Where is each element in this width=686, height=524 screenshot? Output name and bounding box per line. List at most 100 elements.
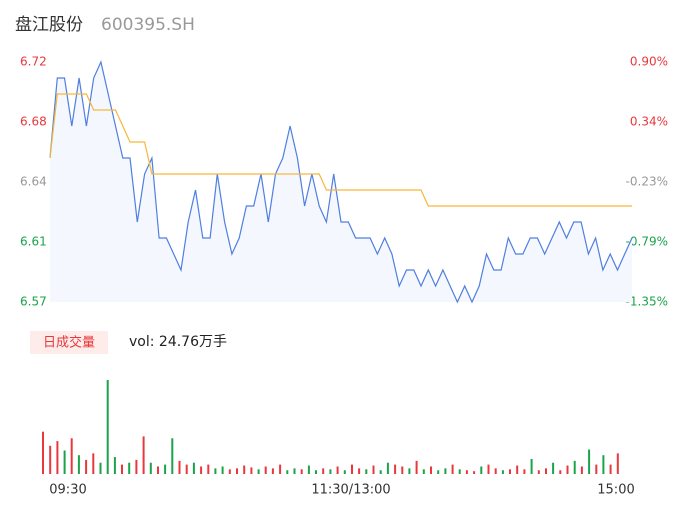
volume-bar bbox=[343, 470, 346, 474]
volume-bar bbox=[336, 466, 339, 474]
y-tick-label: 6.68 bbox=[20, 115, 47, 129]
volume-bar bbox=[49, 445, 52, 474]
x-tick-label: 11:30/13:00 bbox=[311, 483, 390, 498]
volume-bar bbox=[329, 469, 332, 474]
y2-tick-label: 0.90% bbox=[630, 55, 668, 69]
y-tick-label: 6.61 bbox=[20, 235, 47, 249]
y-tick-label: 6.57 bbox=[20, 295, 47, 309]
volume-bar bbox=[523, 469, 526, 474]
volume-bar bbox=[264, 466, 267, 474]
volume-bar bbox=[250, 467, 253, 474]
volume-bar bbox=[286, 470, 289, 474]
volume-bar bbox=[573, 460, 576, 474]
volume-bar bbox=[451, 464, 454, 474]
volume-bar bbox=[106, 380, 109, 474]
volume-bar bbox=[42, 431, 44, 474]
volume-bar bbox=[487, 464, 490, 474]
volume-bar bbox=[207, 464, 210, 474]
y2-tick-label: -0.23% bbox=[626, 175, 668, 189]
volume-bar bbox=[509, 469, 511, 474]
volume-bar bbox=[322, 468, 325, 474]
volume-total: vol: 24.76万手 bbox=[129, 334, 227, 350]
volume-bar bbox=[365, 469, 368, 474]
volume-bar bbox=[142, 436, 145, 474]
volume-bar bbox=[465, 470, 468, 474]
volume-bar bbox=[595, 464, 598, 474]
price-line bbox=[49, 60, 633, 304]
volume-bar bbox=[580, 466, 583, 474]
volume-bar bbox=[602, 455, 605, 474]
volume-bar bbox=[257, 469, 260, 474]
volume-bar bbox=[192, 462, 195, 474]
volume-bar bbox=[473, 471, 476, 474]
volume-bar bbox=[372, 465, 375, 474]
volume-bar bbox=[437, 470, 440, 474]
volume-bar bbox=[221, 466, 224, 474]
volume-bar bbox=[537, 470, 540, 474]
volume-bar bbox=[185, 464, 188, 474]
y2-tick-label: 0.34% bbox=[630, 115, 668, 129]
stock-code: 600395.SH bbox=[101, 15, 195, 35]
x-tick-label: 15:00 bbox=[597, 483, 634, 498]
volume-bar bbox=[315, 470, 317, 474]
volume-bar bbox=[228, 469, 231, 474]
volume-bar bbox=[386, 462, 389, 474]
volume-bar bbox=[480, 466, 483, 474]
volume-bar bbox=[458, 469, 461, 474]
volume-bar bbox=[293, 468, 296, 474]
volume-bar bbox=[559, 470, 562, 474]
volume-bar bbox=[164, 464, 167, 474]
volume-bar bbox=[408, 468, 411, 474]
volume-bar bbox=[422, 469, 425, 474]
volume-bar bbox=[56, 441, 59, 474]
volume-bar bbox=[171, 438, 174, 474]
volume-tab bbox=[30, 331, 108, 354]
stock-name: 盘江股份 bbox=[15, 15, 83, 35]
x-tick-label: 09:30 bbox=[49, 483, 86, 498]
volume-bar bbox=[501, 470, 504, 474]
volume-tab-label: 日成交量 bbox=[43, 335, 95, 351]
volume-bar bbox=[358, 468, 361, 474]
volume-bar bbox=[609, 464, 612, 474]
volume-bar bbox=[516, 465, 519, 474]
volume-bar bbox=[300, 469, 303, 474]
volume-bar bbox=[494, 468, 497, 474]
volume-bar bbox=[236, 468, 238, 474]
volume-bar bbox=[200, 466, 203, 474]
y2-tick-label: -0.79% bbox=[626, 235, 668, 249]
volume-bar bbox=[616, 453, 619, 474]
volume-bar bbox=[135, 459, 138, 474]
volume-bar bbox=[121, 464, 123, 474]
price-area bbox=[50, 62, 632, 302]
volume-bar bbox=[63, 450, 66, 474]
volume-bar bbox=[77, 455, 80, 474]
volume-bar bbox=[351, 464, 353, 474]
volume-bar bbox=[552, 462, 555, 474]
volume-bar bbox=[85, 459, 88, 474]
volume-bar bbox=[430, 466, 432, 474]
average-line bbox=[49, 93, 632, 207]
volume-bar bbox=[307, 465, 310, 474]
volume-bar bbox=[99, 462, 102, 474]
volume-bar bbox=[379, 470, 382, 474]
volume-bar bbox=[566, 465, 569, 474]
volume-bar bbox=[113, 457, 116, 474]
volume-bar bbox=[70, 438, 73, 474]
volume-bar bbox=[545, 468, 547, 474]
volume-bar bbox=[271, 468, 274, 474]
volume-bar bbox=[149, 462, 152, 474]
volume-bar bbox=[157, 466, 159, 474]
volume-bar bbox=[401, 466, 404, 474]
volume-bar bbox=[415, 460, 418, 474]
volume-bar bbox=[243, 465, 246, 474]
volume-bar bbox=[92, 453, 95, 474]
volume-bar bbox=[530, 458, 533, 474]
volume-bar bbox=[588, 449, 591, 474]
y-tick-label: 6.72 bbox=[20, 55, 47, 69]
y-tick-label: 6.64 bbox=[20, 175, 47, 189]
volume-bar bbox=[178, 460, 181, 474]
volume-bar bbox=[394, 464, 397, 474]
volume-bar bbox=[214, 468, 217, 474]
volume-bar bbox=[128, 462, 131, 474]
